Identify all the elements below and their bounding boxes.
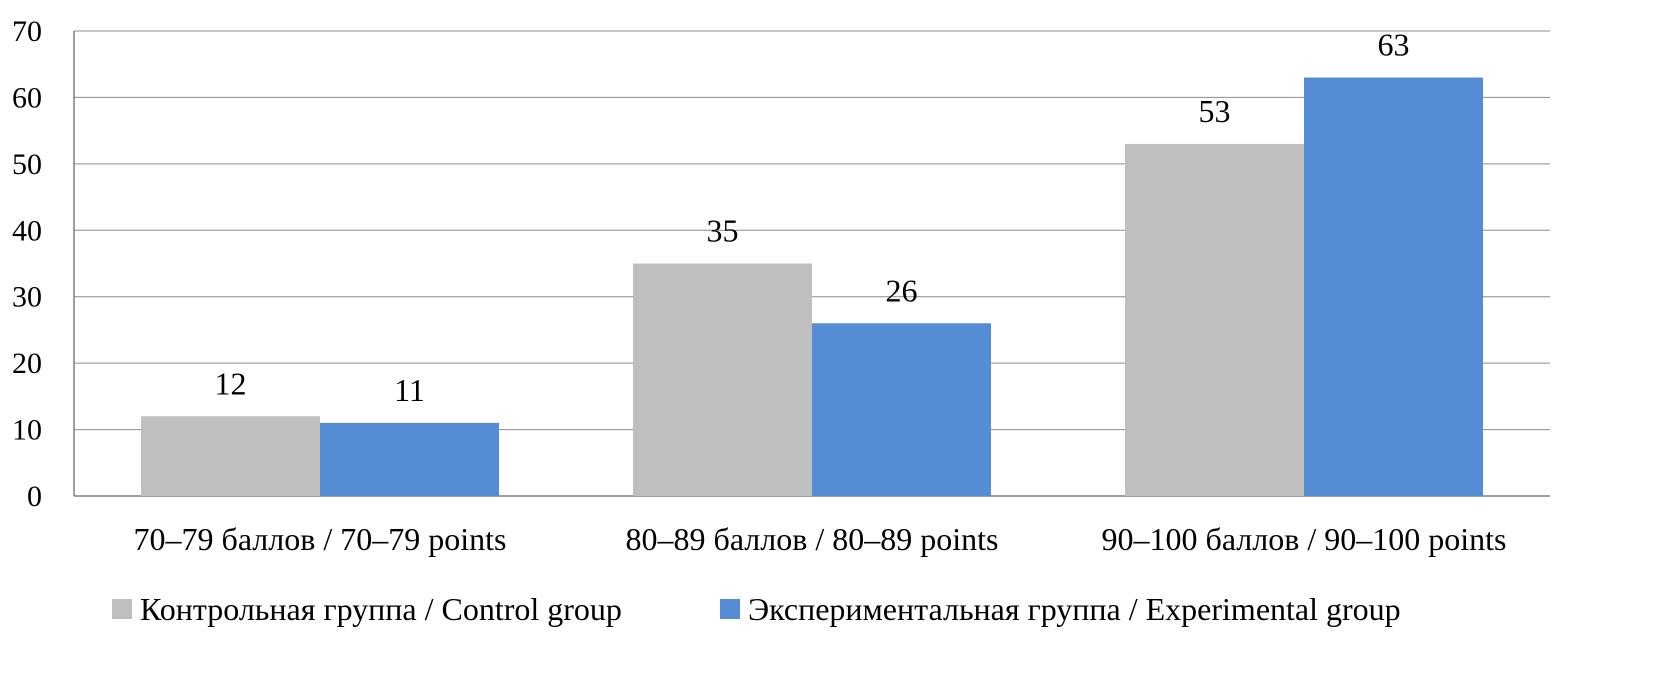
legend-swatch [720,599,740,619]
y-tick-label: 50 [12,148,42,181]
y-axis-ticks: 0 10 20 30 40 50 60 70 [12,15,42,513]
y-tick-label: 70 [12,15,42,48]
data-label: 35 [707,213,739,249]
legend-label: Контрольная группа / Control group [140,591,622,627]
x-tick-label: 90–100 баллов / 90–100 points [1102,521,1507,557]
bar [1304,77,1483,496]
x-tick-label: 80–89 баллов / 80–89 points [626,521,999,557]
legend: Контрольная группа / Control group Экспер… [112,591,1401,627]
bar [320,422,499,496]
bars [141,77,1483,496]
data-label: 11 [394,372,425,408]
y-tick-label: 60 [12,81,42,114]
data-label: 12 [215,365,247,401]
y-tick-label: 0 [27,480,42,513]
x-axis-categories: 70–79 баллов / 70–79 points 80–89 баллов … [134,521,1507,557]
y-tick-label: 20 [12,347,42,380]
x-tick-label: 70–79 баллов / 70–79 points [134,521,507,557]
y-tick-label: 30 [12,281,42,314]
bar [141,416,320,496]
y-tick-label: 40 [12,214,42,247]
data-label: 63 [1378,27,1410,63]
bar [633,263,812,496]
data-labels: 12 11 35 26 53 63 [215,27,1410,408]
bar [1125,143,1304,496]
y-tick-label: 10 [12,414,42,447]
legend-swatch [112,599,132,619]
data-label: 26 [886,272,918,308]
bar [812,323,991,496]
data-label: 53 [1199,93,1231,129]
legend-label: Экспериментальная группа / Experimental … [748,591,1401,627]
